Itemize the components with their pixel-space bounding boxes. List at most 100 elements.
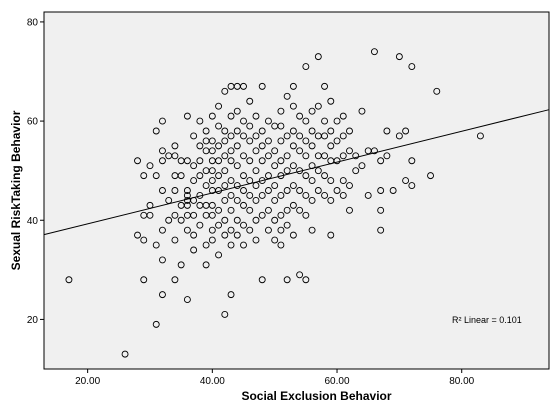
data-point: [227, 157, 235, 165]
data-point: [159, 256, 166, 264]
data-point: [221, 182, 229, 189]
data-point: [277, 192, 285, 199]
data-point: [146, 162, 154, 170]
data-point: [327, 177, 335, 185]
data-point: [277, 122, 285, 130]
data-point: [152, 241, 160, 249]
data-point: [258, 177, 266, 185]
data-point: [121, 350, 129, 358]
data-point: [240, 132, 247, 140]
data-point: [271, 162, 279, 170]
data-point: [190, 132, 198, 140]
data-point: [190, 231, 198, 239]
data-point: [208, 167, 216, 175]
data-point: [264, 152, 272, 160]
data-point: [252, 147, 260, 155]
data-point: [140, 172, 148, 180]
data-point: [258, 276, 266, 284]
y-tick-label: 20: [27, 315, 39, 326]
data-point: [196, 142, 204, 150]
data-point: [233, 216, 241, 224]
data-point: [159, 147, 166, 155]
x-tick-label: 60.00: [325, 376, 350, 387]
data-point: [296, 271, 304, 279]
data-point: [246, 226, 254, 234]
data-point: [134, 231, 141, 239]
r-squared-annotation: R² Linear = 0.101: [452, 315, 522, 325]
data-point: [377, 206, 385, 214]
data-point: [246, 137, 254, 145]
y-tick-label: 80: [27, 17, 39, 28]
data-point: [302, 172, 310, 180]
data-point: [271, 182, 279, 189]
data-point: [190, 177, 198, 185]
data-point: [246, 192, 254, 199]
data-point: [227, 291, 235, 299]
data-point: [183, 201, 191, 209]
data-point: [264, 226, 272, 234]
data-point: [433, 87, 441, 95]
data-point: [227, 226, 235, 234]
data-point: [183, 187, 191, 194]
data-point: [171, 187, 179, 194]
data-point: [327, 142, 335, 150]
data-point: [152, 320, 160, 328]
data-point: [277, 211, 285, 219]
data-point: [302, 117, 310, 125]
x-tick-label: 40.00: [200, 376, 225, 387]
data-point: [227, 147, 235, 155]
data-point: [221, 231, 229, 239]
x-tick-label: 20.00: [75, 376, 100, 387]
data-point: [283, 167, 291, 175]
data-point: [233, 196, 241, 204]
data-point: [296, 132, 304, 140]
data-point: [258, 127, 266, 135]
data-point: [264, 137, 272, 145]
data-point: [271, 147, 279, 155]
data-point: [190, 196, 198, 204]
data-point: [296, 147, 304, 155]
data-point: [302, 192, 310, 199]
data-point: [302, 63, 310, 70]
data-point: [215, 102, 223, 110]
data-point: [215, 122, 223, 130]
data-point: [346, 182, 353, 189]
data-point: [240, 172, 247, 180]
data-point: [171, 276, 179, 284]
data-point: [246, 97, 254, 105]
data-point: [308, 162, 316, 170]
data-point: [171, 236, 179, 244]
data-point: [333, 187, 341, 194]
data-point: [240, 187, 247, 194]
data-point: [240, 241, 247, 249]
data-point: [215, 221, 223, 229]
data-point: [383, 127, 391, 135]
data-point: [159, 187, 166, 194]
data-point: [283, 276, 291, 284]
data-point: [190, 211, 198, 219]
x-axis-title: Social Exclusion Behavior: [241, 389, 391, 403]
data-point: [202, 241, 210, 249]
data-point: [171, 142, 179, 150]
data-point: [327, 231, 335, 239]
data-point: [233, 182, 241, 189]
data-point: [296, 112, 304, 120]
data-point: [146, 201, 154, 209]
data-point: [358, 162, 366, 170]
data-point: [358, 107, 366, 115]
data-point: [240, 82, 247, 90]
data-point: [140, 276, 148, 284]
data-point: [352, 152, 360, 160]
data-point: [427, 172, 434, 180]
data-point: [408, 157, 416, 165]
data-point: [65, 276, 73, 284]
data-point: [296, 187, 304, 194]
data-point: [402, 177, 410, 185]
data-point: [252, 182, 260, 189]
data-point: [258, 82, 266, 90]
data-point: [227, 177, 235, 185]
data-point: [196, 117, 204, 125]
data-point: [302, 137, 310, 145]
data-point: [370, 147, 378, 155]
